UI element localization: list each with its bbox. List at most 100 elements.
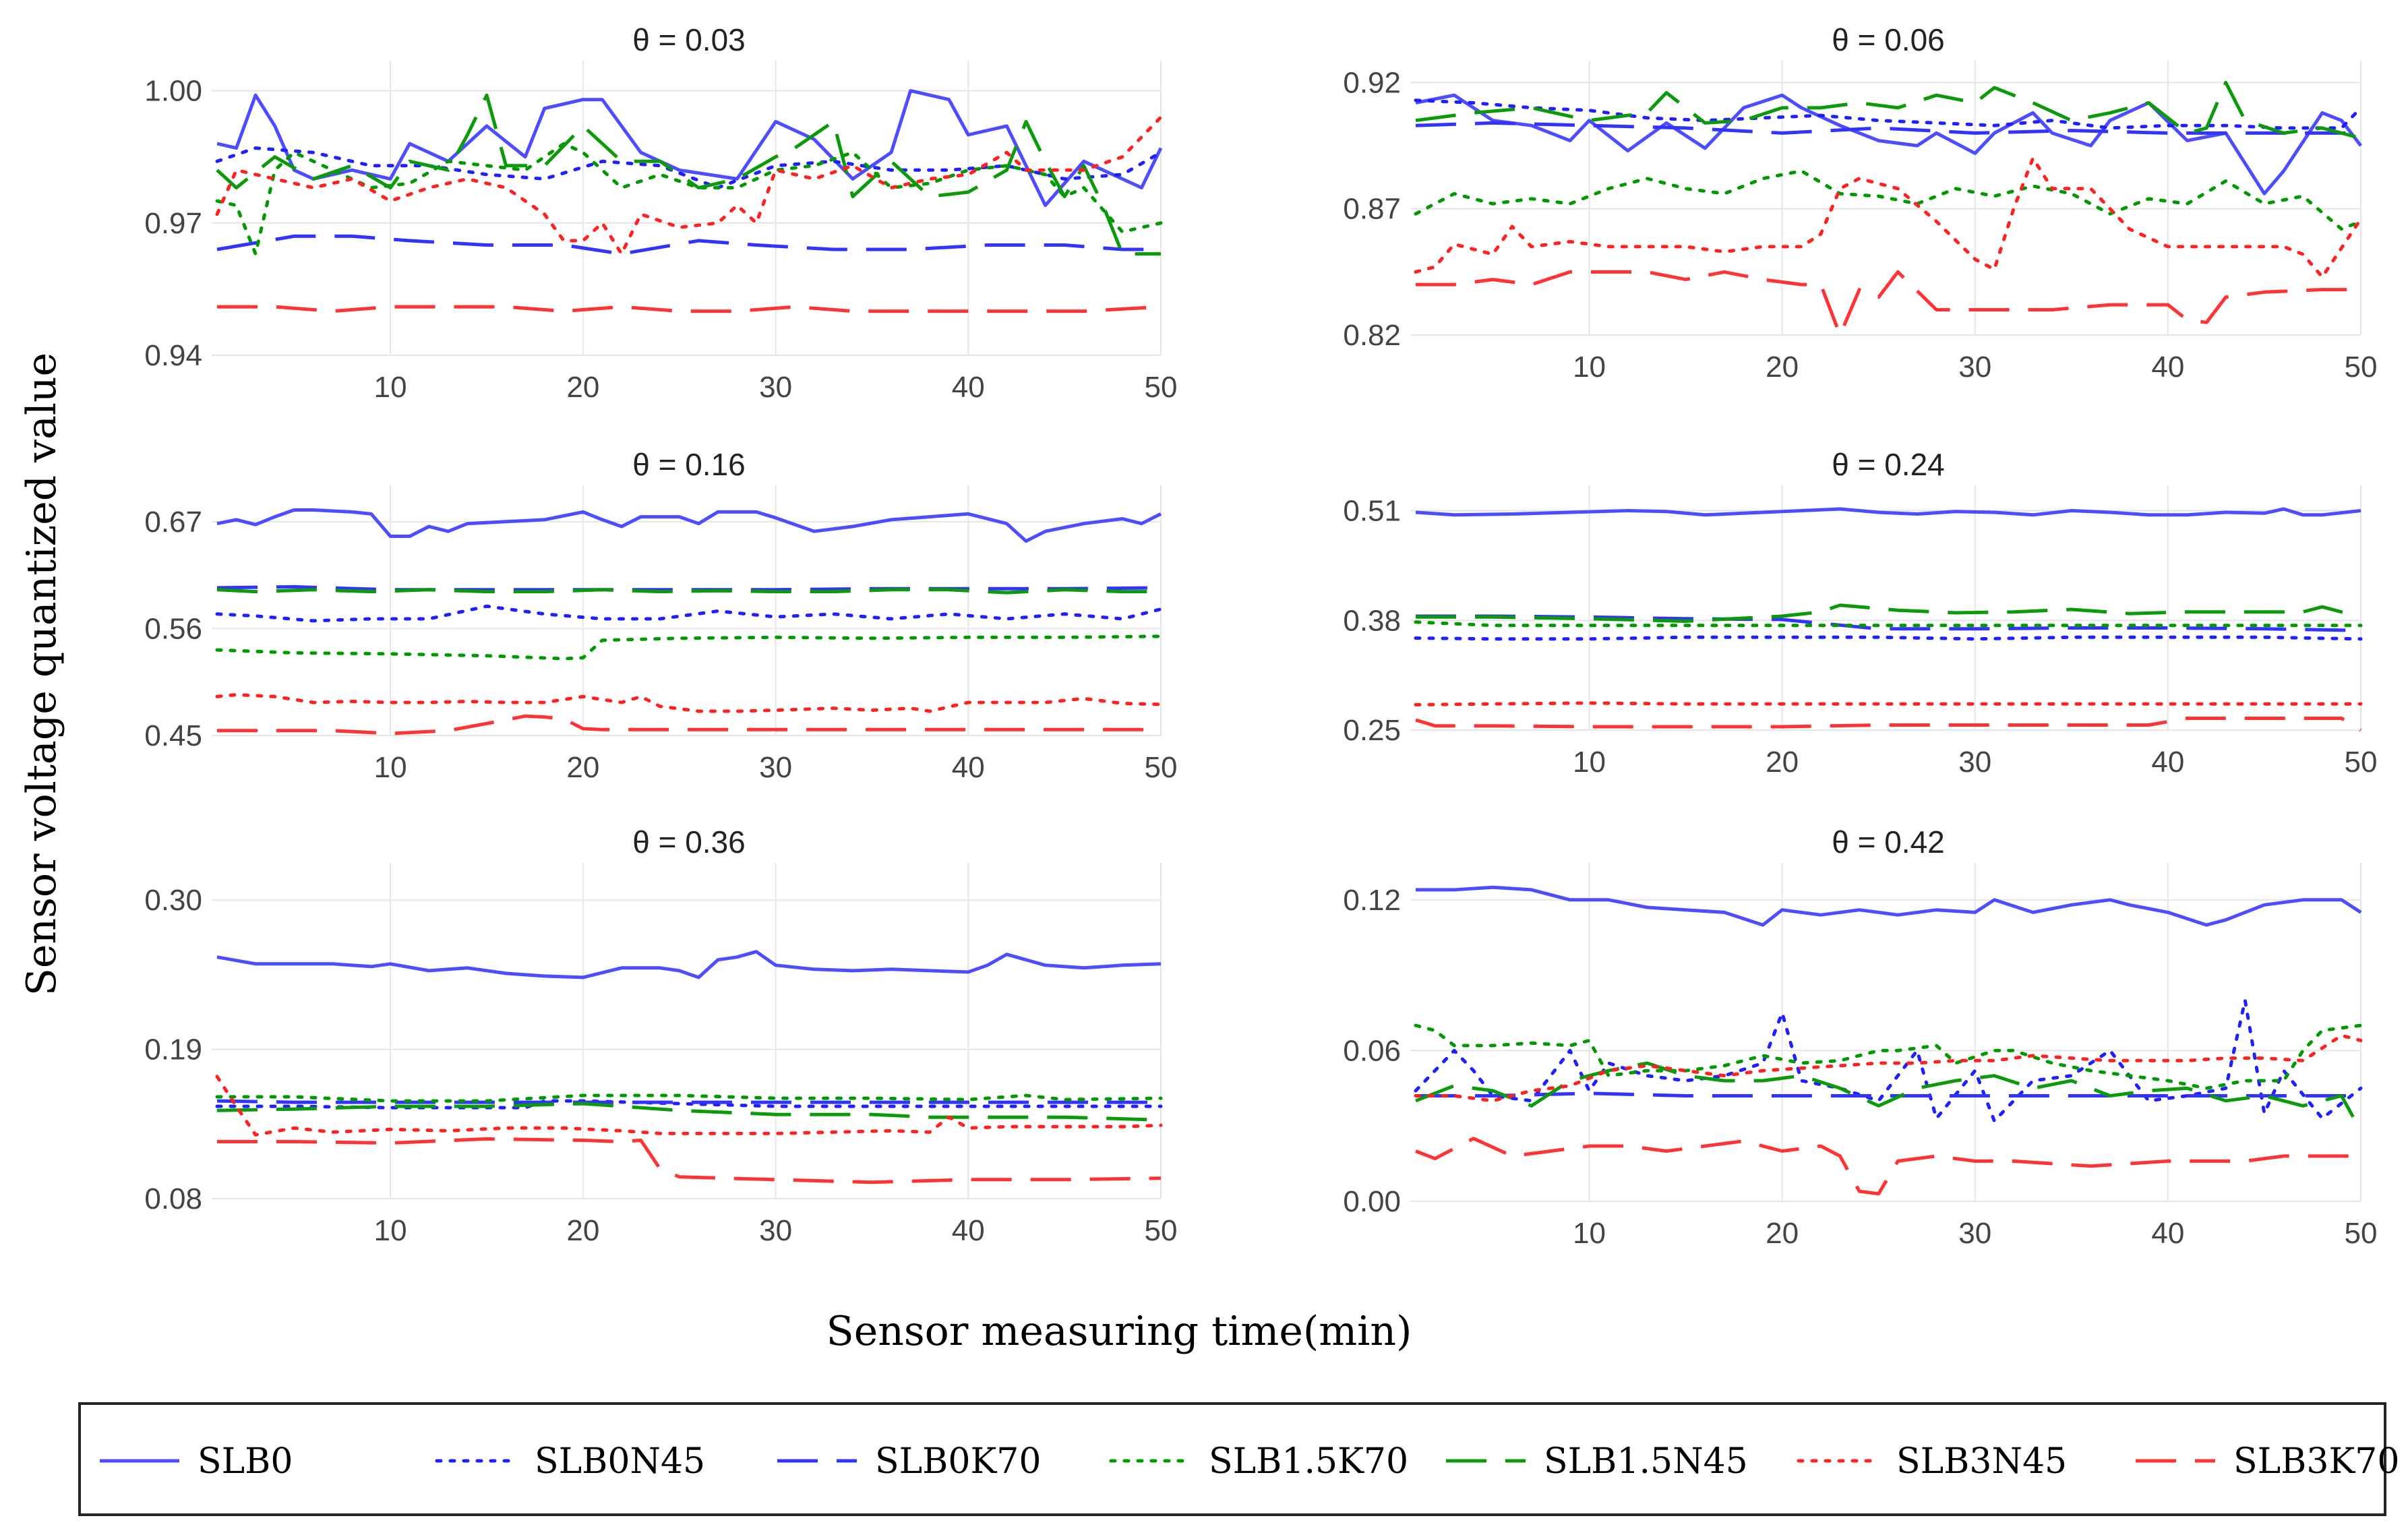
- series-line-slb1-5n45: [1415, 81, 2361, 140]
- series-line-slb3k70: [1415, 1137, 2361, 1196]
- x-tick-label: 40: [952, 1214, 985, 1247]
- y-tick-label: 0.30: [144, 884, 202, 917]
- legend-entry: SLB0: [100, 1441, 293, 1482]
- panel-title: θ = 0.06: [1832, 22, 1945, 57]
- x-tick-label: 30: [759, 751, 792, 784]
- x-tick-label: 50: [1145, 371, 1178, 404]
- y-tick-label: 0.82: [1343, 319, 1401, 352]
- x-tick-label: 30: [1958, 351, 1991, 384]
- x-tick-label: 30: [759, 371, 792, 404]
- panel-4: 10 20 30 40 50 0.25 0.38 0.51 θ = 0.24: [1343, 447, 2377, 779]
- y-tick-label: 0.06: [1343, 1034, 1401, 1067]
- series-line-slb3k70: [217, 1137, 1162, 1184]
- y-tick-label: 0.45: [144, 719, 202, 752]
- series-line-slb3k70: [217, 714, 1162, 735]
- legend-label: SLB3N45: [1896, 1441, 2067, 1482]
- x-tick-label: 30: [759, 1214, 792, 1247]
- panels-group: 10 20 30 40 50 0.94 0.97 1.00 θ = 0.03 10 20 30 40 50…: [144, 22, 2377, 1250]
- series-line-slb3n45: [1414, 156, 2363, 279]
- series-line-slb0: [1415, 507, 2361, 517]
- series-line-slb1-5k70: [1414, 620, 2363, 628]
- series-line-slb3k70: [217, 305, 1162, 313]
- x-tick-label: 40: [2151, 1217, 2184, 1250]
- panel-1: 10 20 30 40 50 0.94 0.97 1.00 θ = 0.03: [144, 22, 1177, 404]
- x-tick-label: 20: [566, 1214, 599, 1247]
- legend-label: SLB3K70: [2233, 1441, 2399, 1482]
- series-line-slb1-5n45: [216, 588, 1161, 595]
- series-line-slb3n45: [1414, 1033, 2363, 1103]
- panel-title: θ = 0.16: [632, 447, 746, 482]
- x-tick-label: 40: [2151, 351, 2184, 384]
- x-tick-label: 10: [1573, 1217, 1606, 1250]
- y-tick-label: 1.00: [144, 75, 202, 108]
- series-line-slb0k70: [1415, 121, 2361, 135]
- legend-entry: SLB0N45: [435, 1441, 705, 1482]
- x-tick-label: 30: [1958, 1217, 1991, 1250]
- x-tick-label: 20: [566, 751, 599, 784]
- x-tick-label: 10: [374, 371, 407, 404]
- series-line-slb1-5n45: [1416, 603, 2361, 623]
- legend-label: SLB0N45: [535, 1441, 705, 1482]
- x-tick-label: 50: [1145, 1214, 1178, 1247]
- series-line-slb0: [1415, 93, 2362, 195]
- series-line-slb0k70: [216, 1099, 1161, 1104]
- y-tick-label: 0.08: [144, 1182, 202, 1215]
- x-tick-label: 50: [2345, 746, 2378, 779]
- legend-entry: SLB0K70: [777, 1441, 1041, 1482]
- x-tick-label: 20: [566, 371, 599, 404]
- series-line-slb0k70: [216, 234, 1161, 256]
- series-line-slb1-5n45: [216, 93, 1161, 256]
- series-line-slb3k70: [1415, 717, 2362, 732]
- legend-entry: SLB3N45: [1797, 1441, 2067, 1482]
- series-line-slb1-5k70: [1414, 1023, 2363, 1090]
- legend-label: SLB0: [198, 1441, 293, 1482]
- series-line-slb1-5k70: [215, 634, 1163, 661]
- legend-label: SLB1.5N45: [1544, 1441, 1748, 1482]
- legend-entry: SLB1.5N45: [1446, 1441, 1748, 1482]
- series-line-slb0: [216, 508, 1162, 543]
- series-line-slb3n45: [215, 693, 1163, 713]
- panel-5: 10 20 30 40 50 0.08 0.19 0.30 θ = 0.36: [144, 824, 1177, 1247]
- series-line-slb0n45: [1414, 635, 2363, 641]
- x-tick-label: 10: [1573, 351, 1606, 384]
- x-tick-label: 40: [952, 751, 985, 784]
- x-tick-label: 50: [2345, 1217, 2378, 1250]
- legend-entry: SLB3K70: [2136, 1441, 2399, 1482]
- legend-label: SLB1.5K70: [1209, 1441, 1408, 1482]
- series-line-slb1-5k70: [215, 142, 1163, 256]
- y-axis-label: Sensor voltage quantized value: [18, 353, 65, 996]
- series-line-slb0: [216, 950, 1162, 980]
- series-line-slb0: [216, 89, 1163, 208]
- x-axis-label: Sensor measuring time(min): [826, 1308, 1412, 1355]
- series-line-slb0: [1416, 885, 2362, 927]
- panel-2: 10 20 30 40 50 0.82 0.87 0.92 θ = 0.06: [1343, 22, 2377, 384]
- x-tick-label: 20: [1766, 351, 1799, 384]
- x-tick-label: 50: [1145, 751, 1178, 784]
- y-tick-label: 0.25: [1343, 714, 1401, 747]
- series-line-slb0k70: [1416, 1091, 2361, 1097]
- y-tick-label: 0.38: [1343, 604, 1401, 637]
- legend-entry: SLB1.5K70: [1109, 1441, 1408, 1482]
- y-tick-label: 0.12: [1343, 884, 1401, 917]
- x-tick-label: 10: [374, 1214, 407, 1247]
- y-tick-label: 0.56: [144, 612, 202, 645]
- legend-label: SLB0K70: [875, 1441, 1041, 1482]
- x-tick-label: 10: [374, 751, 407, 784]
- y-tick-label: 0.67: [144, 506, 202, 539]
- x-tick-label: 40: [952, 371, 985, 404]
- series-line-slb0n45: [1414, 98, 2363, 130]
- panel-title: θ = 0.24: [1832, 447, 1945, 482]
- x-tick-label: 20: [1766, 1217, 1799, 1250]
- series-line-slb1-5n45: [216, 1102, 1162, 1122]
- series-line-slb1-5k70: [215, 1093, 1163, 1103]
- x-tick-label: 30: [1958, 746, 1991, 779]
- y-tick-label: 0.94: [144, 339, 202, 372]
- series-line-slb1-5n45: [1415, 1061, 2363, 1132]
- x-tick-label: 40: [2151, 746, 2184, 779]
- series-line-slb0n45: [1414, 998, 2363, 1123]
- panel-6: 10 20 30 40 50 0.00 0.06 0.12 θ = 0.42: [1343, 824, 2377, 1250]
- y-tick-label: 0.97: [144, 207, 202, 240]
- x-tick-label: 10: [1573, 746, 1606, 779]
- panel-title: θ = 0.36: [632, 824, 746, 860]
